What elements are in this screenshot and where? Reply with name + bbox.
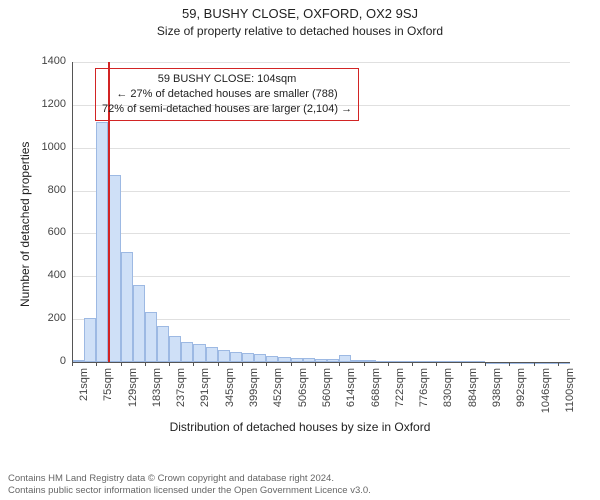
x-axis-label: Distribution of detached houses by size …: [0, 420, 600, 434]
x-tick-label: 722sqm: [394, 368, 406, 428]
axis-line-y: [72, 62, 73, 362]
x-tick-mark: [242, 362, 243, 366]
gridline: [72, 148, 570, 149]
histogram-bar: [145, 312, 157, 362]
property-annotation: 59 BUSHY CLOSE: 104sqm ← 27% of detached…: [95, 68, 359, 121]
x-tick-label: 75sqm: [102, 368, 114, 428]
axis-line-x: [72, 362, 570, 363]
x-tick-label: 21sqm: [78, 368, 90, 428]
y-tick-label: 800: [26, 184, 66, 196]
gridline: [72, 276, 570, 277]
histogram-bar: [339, 355, 351, 363]
histogram-bar: [96, 122, 108, 362]
y-tick-label: 1000: [26, 141, 66, 153]
x-tick-mark: [193, 362, 194, 366]
chart-title: 59, BUSHY CLOSE, OXFORD, OX2 9SJ: [0, 6, 600, 21]
gridline: [72, 233, 570, 234]
x-tick-label: 399sqm: [248, 368, 260, 428]
x-tick-label: 506sqm: [297, 368, 309, 428]
y-tick-label: 400: [26, 269, 66, 281]
x-tick-label: 560sqm: [321, 368, 333, 428]
x-tick-label: 776sqm: [418, 368, 430, 428]
annotation-line2: ← 27% of detached houses are smaller (78…: [102, 87, 352, 102]
histogram-bar: [121, 252, 133, 362]
x-tick-mark: [461, 362, 462, 366]
gridline: [72, 191, 570, 192]
histogram-bar: [84, 318, 96, 362]
x-tick-label: 668sqm: [370, 368, 382, 428]
x-tick-mark: [72, 362, 73, 366]
x-tick-mark: [485, 362, 486, 366]
footer-line2: Contains public sector information licen…: [8, 485, 371, 496]
x-tick-label: 183sqm: [151, 368, 163, 428]
x-tick-mark: [412, 362, 413, 366]
histogram-bar: [218, 350, 230, 362]
chart-subtitle: Size of property relative to detached ho…: [0, 24, 600, 38]
histogram-bar: [206, 347, 218, 362]
x-tick-mark: [388, 362, 389, 366]
x-tick-mark: [364, 362, 365, 366]
y-tick-label: 1400: [26, 55, 66, 67]
gridline: [72, 62, 570, 63]
x-tick-mark: [436, 362, 437, 366]
x-tick-mark: [266, 362, 267, 366]
x-tick-mark: [509, 362, 510, 366]
x-tick-label: 614sqm: [345, 368, 357, 428]
histogram-bar: [157, 326, 169, 362]
histogram-bar: [193, 344, 205, 362]
x-tick-mark: [96, 362, 97, 366]
x-tick-label: 129sqm: [127, 368, 139, 428]
y-tick-label: 0: [26, 355, 66, 367]
y-tick-label: 200: [26, 312, 66, 324]
x-tick-label: 1046sqm: [540, 368, 552, 428]
x-tick-label: 938sqm: [491, 368, 503, 428]
x-tick-mark: [121, 362, 122, 366]
y-tick-label: 1200: [26, 98, 66, 110]
footer-line1: Contains HM Land Registry data © Crown c…: [8, 473, 371, 484]
x-tick-label: 452sqm: [272, 368, 284, 428]
x-tick-label: 1100sqm: [564, 368, 576, 428]
x-tick-label: 345sqm: [224, 368, 236, 428]
histogram-bar: [169, 336, 181, 362]
x-tick-mark: [218, 362, 219, 366]
x-tick-label: 884sqm: [467, 368, 479, 428]
x-tick-mark: [315, 362, 316, 366]
x-tick-mark: [339, 362, 340, 366]
annotation-line3: 72% of semi-detached houses are larger (…: [102, 102, 352, 117]
x-tick-label: 992sqm: [515, 368, 527, 428]
histogram-bar: [181, 342, 193, 362]
histogram-bar: [133, 285, 145, 362]
x-tick-mark: [169, 362, 170, 366]
histogram-bar: [230, 352, 242, 362]
histogram-bar: [242, 353, 254, 362]
footer-attribution: Contains HM Land Registry data © Crown c…: [8, 473, 371, 496]
x-tick-label: 291sqm: [199, 368, 211, 428]
annotation-line1: 59 BUSHY CLOSE: 104sqm: [102, 72, 352, 87]
y-tick-label: 600: [26, 226, 66, 238]
x-tick-label: 830sqm: [442, 368, 454, 428]
x-tick-mark: [291, 362, 292, 366]
x-tick-mark: [145, 362, 146, 366]
x-tick-label: 237sqm: [175, 368, 187, 428]
y-axis-label: Number of detached properties: [18, 142, 32, 307]
histogram-bar: [254, 354, 266, 362]
x-tick-mark: [558, 362, 559, 366]
x-tick-mark: [534, 362, 535, 366]
